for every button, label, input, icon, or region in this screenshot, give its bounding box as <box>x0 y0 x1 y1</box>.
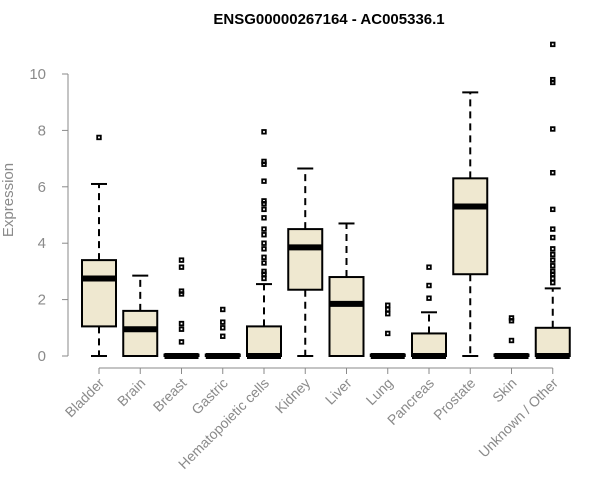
box-group <box>328 222 365 358</box>
x-tick-label: Bladder <box>62 375 108 421</box>
outlier-point <box>508 315 515 321</box>
outlier-point <box>426 282 432 289</box>
outlier-point <box>261 232 267 238</box>
outlier-point <box>220 325 226 331</box>
outlier-point <box>385 310 391 317</box>
outlier-point <box>426 264 432 270</box>
box-iqr <box>411 332 447 358</box>
outlier-point <box>178 320 185 327</box>
x-tick-label: Brain <box>114 375 148 409</box>
x-tick-label: Liver <box>322 375 355 408</box>
outlier-point <box>426 295 432 301</box>
x-tick-label: Lung <box>363 375 396 408</box>
outlier-point <box>261 254 267 260</box>
outlier-point <box>178 264 185 270</box>
box-group <box>493 315 530 359</box>
box-group <box>122 274 159 358</box>
x-tick-label: Kidney <box>272 375 314 417</box>
outlier-point <box>550 263 556 269</box>
outlier-point <box>385 330 391 337</box>
box-group <box>534 41 571 359</box>
y-tick-label: 8 <box>38 122 46 139</box>
y-tick-label: 0 <box>38 348 46 365</box>
outlier-point <box>550 279 556 286</box>
box-series <box>81 41 571 359</box>
y-axis: 0 2 4 6 8 10 <box>29 66 69 365</box>
outlier-point <box>178 326 185 332</box>
box-group <box>411 264 447 359</box>
box-iqr <box>122 309 159 358</box>
box-iqr <box>452 177 489 276</box>
outlier-point <box>261 198 267 204</box>
y-tick-label: 4 <box>38 235 46 252</box>
box-iqr <box>81 259 117 328</box>
y-tick-label: 6 <box>38 179 46 196</box>
outlier-point <box>550 246 556 252</box>
box-group <box>287 167 324 357</box>
x-tick-label: Skin <box>489 375 520 406</box>
outlier-point <box>385 302 391 308</box>
outlier-point <box>261 215 267 221</box>
outlier-point <box>550 76 556 83</box>
outlier-point <box>550 275 556 282</box>
outlier-point <box>550 169 556 176</box>
outlier-point <box>220 319 226 325</box>
box-iqr <box>328 276 365 358</box>
outlier-point <box>261 226 267 232</box>
box-iqr <box>534 326 571 357</box>
outlier-point <box>261 268 267 275</box>
outlier-point <box>261 260 267 266</box>
box-group <box>81 134 117 357</box>
outlier-point <box>550 251 556 258</box>
box-group <box>246 129 282 359</box>
chart-title: ENSG00000267164 - AC005336.1 <box>213 11 444 28</box>
outlier-point <box>261 129 267 135</box>
outlier-point <box>261 246 267 252</box>
outlier-point <box>261 158 267 165</box>
outlier-point <box>261 275 267 282</box>
box-group <box>163 257 200 359</box>
outlier-point <box>220 306 226 313</box>
outlier-point <box>550 226 556 232</box>
outlier-point <box>178 257 185 263</box>
y-tick-label: 2 <box>38 292 46 309</box>
box-group <box>204 306 241 359</box>
outlier-point <box>261 206 267 213</box>
outlier-point <box>550 206 556 213</box>
y-tick-label: 10 <box>29 66 46 83</box>
outlier-point <box>550 268 556 275</box>
box-iqr <box>287 228 324 291</box>
outlier-point <box>178 288 185 294</box>
box-group <box>452 91 489 357</box>
outlier-point <box>178 339 185 345</box>
outlier-point <box>385 306 391 313</box>
outlier-point <box>261 240 267 246</box>
outlier-point <box>550 126 556 132</box>
box-group <box>369 302 406 359</box>
x-tick-label: Breast <box>150 375 190 415</box>
outlier-point <box>550 41 556 48</box>
box-iqr <box>246 325 282 358</box>
x-tick-label: Prostate <box>430 375 478 423</box>
outlier-point <box>508 337 515 344</box>
outlier-point <box>220 333 226 339</box>
outlier-point <box>96 134 102 141</box>
outlier-point <box>550 234 556 241</box>
y-axis-label: Expression <box>0 163 17 237</box>
outlier-point <box>550 257 556 263</box>
outlier-point <box>261 178 267 184</box>
